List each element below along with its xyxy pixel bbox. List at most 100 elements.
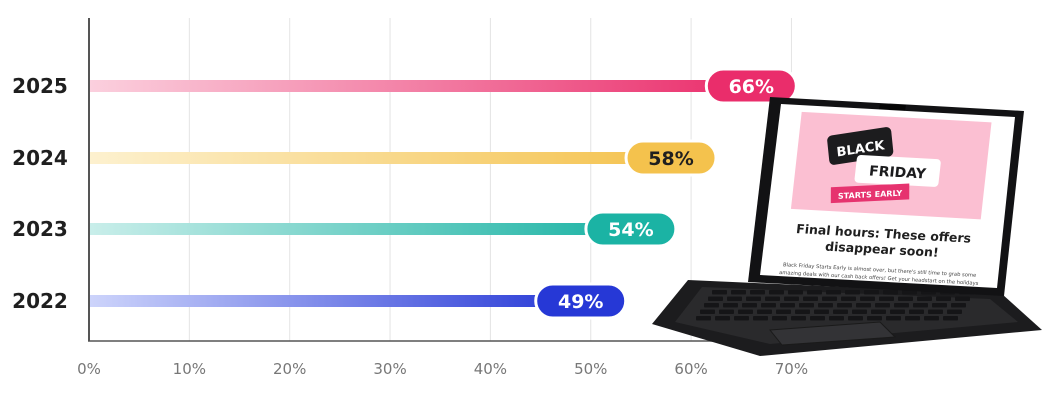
- keyboard-key: [795, 309, 810, 314]
- keyboard-key: [708, 296, 723, 301]
- keyboard-key: [913, 303, 928, 308]
- y-axis-labels: 2025 2024 2023 2022: [12, 74, 68, 313]
- keyboard-key: [909, 309, 924, 314]
- keyboard-key: [761, 303, 776, 308]
- keyboard-key: [784, 296, 799, 301]
- keyboard-key: [951, 303, 966, 308]
- keyboard-key: [772, 316, 787, 321]
- keyboard-key: [723, 303, 738, 308]
- keyboard-key: [788, 290, 803, 295]
- keyboard-key: [936, 296, 951, 301]
- keyboard-key: [833, 309, 848, 314]
- keyboard-key: [894, 303, 909, 308]
- keyboard-key: [879, 296, 894, 301]
- keyboard-key: [753, 316, 768, 321]
- keyboard-key: [822, 296, 837, 301]
- keyboard-key: [848, 316, 863, 321]
- keyboard-key: [867, 316, 882, 321]
- value-label: 58%: [648, 148, 693, 170]
- keyboard-key: [807, 290, 822, 295]
- keyboard-key: [902, 290, 917, 295]
- keyboard-key: [852, 309, 867, 314]
- laptop-trackpad: [769, 321, 897, 346]
- keyboard-key: [814, 309, 829, 314]
- keyboard-key: [734, 316, 749, 321]
- value-pill: [584, 210, 678, 248]
- keyboard-key: [875, 303, 890, 308]
- banner-white-tag: [854, 154, 941, 187]
- keyboard-key: [757, 309, 772, 314]
- bar-2025: [89, 80, 752, 92]
- keyboard-key: [700, 309, 715, 314]
- keyboard-key: [928, 309, 943, 314]
- keyboard-key: [826, 290, 841, 295]
- keyboard-key: [955, 296, 970, 301]
- keyboard-key: [932, 303, 947, 308]
- keyboard-key: [769, 290, 784, 295]
- keyboard-key: [905, 316, 920, 321]
- keyboard-key: [856, 303, 871, 308]
- y-category-label: 2022: [12, 289, 68, 313]
- banner-line1: BLACK: [836, 138, 886, 160]
- keyboard-key: [837, 303, 852, 308]
- keyboard-key: [742, 303, 757, 308]
- keyboard-key: [731, 290, 746, 295]
- bars: [89, 80, 752, 307]
- keyboard-key: [898, 296, 913, 301]
- keyboard-key: [696, 316, 711, 321]
- keyboard-key: [864, 290, 879, 295]
- keyboard-key: [871, 309, 886, 314]
- laptop-keyboard: [675, 287, 1018, 344]
- keyboard-key: [719, 309, 734, 314]
- laptop-camera-notch: [879, 104, 906, 111]
- email-headline-2: disappear soon!: [824, 239, 939, 260]
- keyboard-key: [917, 296, 932, 301]
- value-pill: [624, 139, 718, 177]
- x-tick-label: 30%: [373, 360, 406, 378]
- value-labels: 66% 58% 54% 49%: [534, 67, 798, 320]
- keyboard-key: [704, 303, 719, 308]
- keyboard-key: [765, 296, 780, 301]
- keyboard-key: [780, 303, 795, 308]
- banner-black-tag: [827, 127, 894, 165]
- keyboard-key: [924, 316, 939, 321]
- keyboard-key: [943, 316, 958, 321]
- x-axis-labels: 0% 10% 20% 30% 40% 50% 60% 70%: [77, 360, 808, 378]
- keyboard-key: [791, 316, 806, 321]
- keyboard-key: [818, 303, 833, 308]
- bar-2022: [89, 295, 581, 307]
- x-tick-label: 60%: [674, 360, 707, 378]
- keyboard-key: [810, 316, 825, 321]
- value-label: 66%: [729, 76, 774, 98]
- keyboard-key: [860, 296, 875, 301]
- keyboard-key: [746, 296, 761, 301]
- y-category-label: 2024: [12, 146, 68, 170]
- keyboard-key: [883, 290, 898, 295]
- banner-ribbon: [830, 183, 910, 204]
- x-tick-label: 10%: [173, 360, 206, 378]
- x-tick-label: 40%: [474, 360, 507, 378]
- value-pill: [534, 282, 628, 320]
- keyboard-key: [727, 296, 742, 301]
- bar-2023: [89, 223, 631, 235]
- y-category-label: 2023: [12, 217, 68, 241]
- keyboard-key: [712, 290, 727, 295]
- x-tick-label: 0%: [77, 360, 101, 378]
- keyboard-key: [947, 309, 962, 314]
- x-tick-label: 20%: [273, 360, 306, 378]
- grid-lines: [188, 18, 792, 341]
- x-tick-label: 50%: [574, 360, 607, 378]
- keyboard-key: [829, 316, 844, 321]
- value-label: 49%: [558, 291, 603, 313]
- bar-2024: [89, 152, 672, 164]
- y-category-label: 2025: [12, 74, 68, 98]
- keyboard-key: [776, 309, 791, 314]
- keyboard-key: [750, 290, 765, 295]
- value-pill: [704, 67, 798, 105]
- keyboard-key: [890, 309, 905, 314]
- keyboard-keys: [696, 290, 974, 321]
- keyboard-key: [715, 316, 730, 321]
- keyboard-key: [841, 296, 856, 301]
- laptop-illustration: BLACK FRIDAY STARTS EARLY Final hours: T…: [652, 97, 1042, 356]
